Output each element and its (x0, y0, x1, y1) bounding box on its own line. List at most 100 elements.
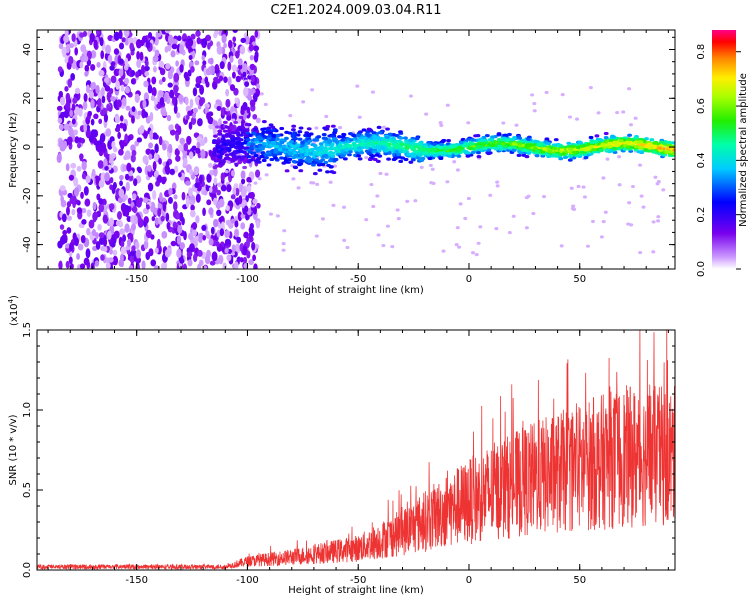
spectrogram-cell (610, 135, 615, 139)
spectrogram-cell (85, 248, 91, 259)
spectrogram-cell (167, 69, 173, 80)
spectrogram-cell (256, 135, 262, 139)
spectrogram-frame (36, 29, 676, 270)
spectrogram-cell (489, 138, 495, 142)
spectrogram-cell (291, 177, 296, 181)
spectrogram-cell (142, 197, 149, 203)
spectrogram-cell (219, 228, 225, 237)
spectrogram-cell (598, 148, 604, 153)
spectrogram-cell (647, 146, 653, 150)
spectrogram-cell (439, 142, 444, 147)
spectrogram-cell (178, 172, 182, 178)
spectrogram-cell (169, 129, 176, 136)
spectrogram-cell (121, 196, 126, 203)
spectrogram-cell (318, 142, 324, 146)
spectrogram-cell (145, 40, 151, 49)
spectrogram-cell (371, 131, 377, 135)
spectrogram-cell (458, 140, 464, 145)
spectrogram-cell (213, 134, 218, 138)
spectrogram-cell (355, 84, 360, 88)
spectrogram-cell (194, 96, 201, 104)
spectrogram-cell (438, 156, 444, 161)
spectrogram-cell (533, 139, 539, 144)
spectrogram-cell (56, 105, 63, 112)
spectrogram-cell (213, 197, 218, 206)
spectrogram-cell (553, 153, 559, 157)
spectrogram-cell (493, 147, 499, 151)
spectrogram-cell (119, 174, 124, 181)
spectrogram-cell (162, 111, 168, 117)
spectrogram-cell (98, 203, 105, 213)
spectrogram-cell (375, 159, 381, 163)
spectrogram-cell (552, 146, 557, 151)
spectrogram-cell (202, 235, 207, 241)
spectrogram-cell (124, 173, 130, 181)
spectrogram-cell (386, 157, 391, 161)
spectrogram-cell (124, 77, 129, 85)
spectrogram-cell (103, 113, 109, 123)
spectrogram-cell (145, 229, 152, 239)
spectrogram-cell (112, 181, 117, 190)
spectrogram-cell (79, 153, 84, 162)
spectrogram-cell (90, 118, 95, 126)
spectrogram-cell (234, 261, 239, 269)
spectrogram-cell (90, 82, 95, 90)
spectrogram-cell (76, 253, 81, 260)
spectrogram-cell (126, 215, 132, 222)
spectrogram-cell (147, 31, 153, 39)
spectrogram-cell (230, 134, 235, 138)
spectrogram-cell (145, 115, 151, 124)
spectrogram-cell (579, 150, 585, 155)
spectrogram-cell (176, 35, 182, 42)
spectrogram-cell (375, 194, 380, 198)
spectrogram-cell (270, 128, 276, 133)
spectrogram-cell (237, 146, 243, 150)
spectrogram-cell (237, 211, 243, 222)
spectrogram-cell (269, 157, 275, 162)
spectrogram-cell (77, 243, 84, 251)
spectrogram-cell (225, 205, 230, 212)
spectrogram-cell (649, 138, 655, 142)
spectrogram-cell (84, 64, 90, 72)
spectrogram-cell (345, 245, 350, 250)
spectrogram-cell (165, 212, 170, 222)
spectrogram-cell (158, 79, 163, 85)
spectrogram-cell (225, 219, 231, 226)
spectrogram-cell (487, 143, 492, 147)
spectrogram-cell (139, 51, 144, 61)
spectrogram-cell (410, 158, 416, 162)
spectrogram-cell (391, 157, 397, 162)
spectrogram-cell (618, 139, 624, 143)
spectrogram-cell (603, 135, 609, 140)
spectrogram-cell (312, 144, 318, 148)
spectrogram-cell (248, 146, 254, 150)
spectrogram-cell (356, 154, 362, 158)
spectrogram-cell (398, 159, 404, 163)
spectrogram-cell (103, 158, 108, 167)
spectrogram-cell (113, 31, 120, 41)
spectrogram-cell (383, 152, 389, 156)
x-tick-label: -100 (236, 575, 259, 586)
spectrogram-cell (221, 246, 226, 253)
spectrogram-cell (250, 204, 255, 208)
spectrogram-cell (123, 30, 130, 38)
spectrogram-cell (347, 150, 353, 154)
spectrogram-cell (107, 54, 113, 64)
spectrogram-cell (611, 146, 617, 150)
spectrogram-cell (169, 124, 174, 131)
spectrogram-cell (235, 75, 241, 83)
spectrogram-cell (144, 65, 150, 72)
spectrogram-cell (204, 76, 209, 85)
spectrogram-cell (176, 248, 182, 259)
spectrogram-cell (104, 85, 111, 92)
spectrogram-cell (600, 143, 606, 147)
spectrogram-cell (138, 126, 145, 134)
spectrogram-cell (291, 159, 297, 164)
spectrogram-cell (604, 148, 610, 152)
spectrogram-cell (307, 139, 313, 143)
spectrogram-cell (514, 123, 519, 127)
spectrogram-cell (171, 96, 176, 105)
spectrogram-cell (262, 135, 268, 139)
spectrogram-cell (341, 133, 347, 137)
spectrogram-cell (60, 111, 67, 118)
